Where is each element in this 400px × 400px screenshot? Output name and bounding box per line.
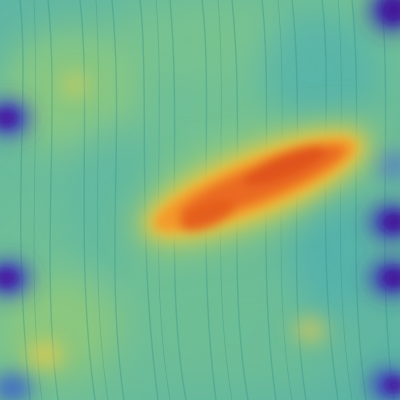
low-activation-field [0,0,380,390]
minor-warm-spots [27,73,326,369]
hotspot-region [133,122,377,248]
